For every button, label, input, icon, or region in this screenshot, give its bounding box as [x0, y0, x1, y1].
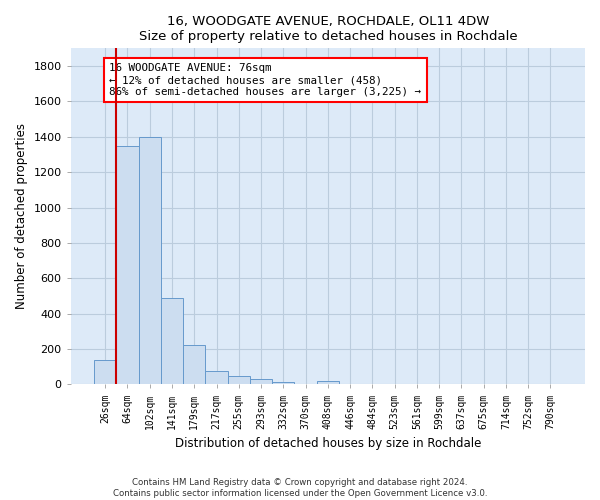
- Y-axis label: Number of detached properties: Number of detached properties: [15, 124, 28, 310]
- Bar: [205, 371, 227, 384]
- Bar: [161, 298, 183, 384]
- Bar: [317, 381, 339, 384]
- Bar: [250, 380, 272, 384]
- Bar: [116, 146, 139, 384]
- X-axis label: Distribution of detached houses by size in Rochdale: Distribution of detached houses by size …: [175, 437, 481, 450]
- Bar: [227, 376, 250, 384]
- Bar: [272, 382, 295, 384]
- Bar: [183, 344, 205, 385]
- Bar: [94, 360, 116, 384]
- Bar: [139, 137, 161, 384]
- Text: Contains HM Land Registry data © Crown copyright and database right 2024.
Contai: Contains HM Land Registry data © Crown c…: [113, 478, 487, 498]
- Text: 16 WOODGATE AVENUE: 76sqm
← 12% of detached houses are smaller (458)
86% of semi: 16 WOODGATE AVENUE: 76sqm ← 12% of detac…: [109, 64, 421, 96]
- Title: 16, WOODGATE AVENUE, ROCHDALE, OL11 4DW
Size of property relative to detached ho: 16, WOODGATE AVENUE, ROCHDALE, OL11 4DW …: [139, 15, 517, 43]
